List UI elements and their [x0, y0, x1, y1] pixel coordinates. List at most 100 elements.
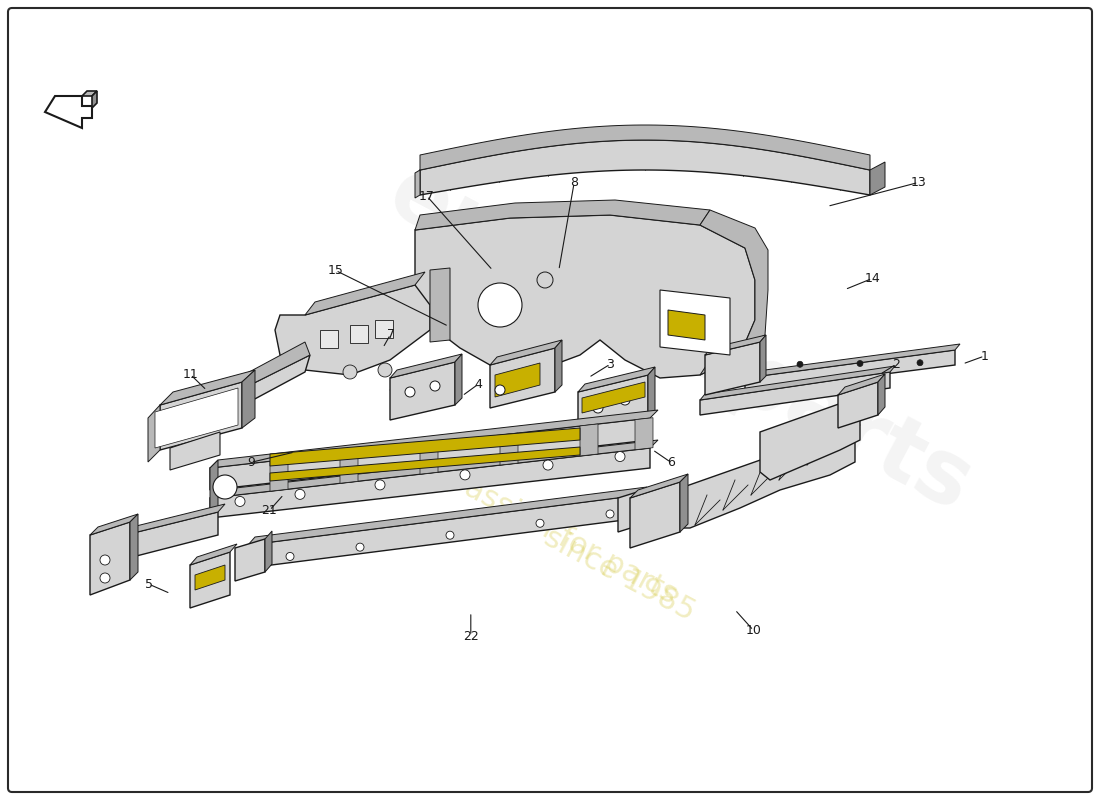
Circle shape — [100, 573, 110, 583]
Circle shape — [615, 451, 625, 462]
Polygon shape — [90, 522, 130, 595]
Polygon shape — [618, 488, 650, 532]
Polygon shape — [248, 487, 647, 545]
Polygon shape — [210, 448, 650, 518]
Text: 22: 22 — [463, 630, 478, 642]
Polygon shape — [490, 340, 562, 365]
Polygon shape — [455, 354, 462, 405]
Polygon shape — [375, 320, 393, 338]
Polygon shape — [745, 344, 960, 378]
Circle shape — [606, 510, 614, 518]
Polygon shape — [190, 552, 230, 608]
Circle shape — [620, 395, 630, 405]
Polygon shape — [210, 418, 650, 490]
Polygon shape — [578, 367, 654, 392]
Text: eurocarparts: eurocarparts — [373, 150, 987, 530]
Circle shape — [343, 365, 358, 379]
Polygon shape — [582, 382, 645, 413]
Text: 8: 8 — [570, 176, 579, 189]
Circle shape — [593, 403, 603, 413]
Polygon shape — [92, 91, 97, 108]
Polygon shape — [430, 268, 450, 342]
Polygon shape — [675, 432, 855, 528]
Circle shape — [460, 470, 470, 480]
Circle shape — [430, 381, 440, 391]
Polygon shape — [420, 140, 870, 195]
Circle shape — [478, 283, 522, 327]
Polygon shape — [578, 375, 648, 436]
Circle shape — [375, 480, 385, 490]
Polygon shape — [745, 350, 955, 392]
Polygon shape — [495, 363, 540, 397]
Polygon shape — [275, 285, 430, 375]
Polygon shape — [90, 514, 138, 535]
Polygon shape — [113, 504, 226, 538]
Circle shape — [295, 490, 305, 499]
Polygon shape — [580, 424, 598, 456]
Polygon shape — [700, 372, 890, 415]
Text: 17: 17 — [419, 190, 435, 202]
Text: 3: 3 — [606, 358, 615, 370]
Text: 6: 6 — [667, 456, 675, 469]
Polygon shape — [210, 440, 658, 498]
Polygon shape — [700, 210, 768, 375]
Polygon shape — [190, 544, 236, 565]
Text: 14: 14 — [865, 272, 880, 285]
Polygon shape — [305, 272, 425, 315]
Polygon shape — [878, 374, 886, 415]
Polygon shape — [668, 310, 705, 340]
Circle shape — [356, 543, 364, 551]
Text: 4: 4 — [474, 378, 483, 390]
Circle shape — [536, 519, 544, 527]
Polygon shape — [350, 325, 368, 343]
Polygon shape — [130, 514, 138, 580]
Polygon shape — [238, 355, 310, 408]
Polygon shape — [320, 330, 338, 348]
Text: 9: 9 — [246, 456, 255, 469]
Polygon shape — [415, 215, 755, 378]
Text: 11: 11 — [183, 368, 198, 381]
Polygon shape — [148, 405, 159, 462]
Polygon shape — [390, 362, 455, 420]
Circle shape — [495, 385, 505, 395]
Text: 5: 5 — [144, 578, 153, 590]
Polygon shape — [705, 335, 766, 355]
Circle shape — [917, 360, 923, 366]
Polygon shape — [270, 447, 580, 481]
Polygon shape — [340, 451, 358, 483]
Circle shape — [537, 272, 553, 288]
Circle shape — [446, 531, 454, 539]
Text: 15: 15 — [328, 264, 343, 277]
Polygon shape — [45, 96, 92, 128]
Polygon shape — [238, 342, 310, 390]
Polygon shape — [838, 382, 878, 428]
Polygon shape — [82, 91, 97, 96]
Polygon shape — [838, 374, 886, 395]
Polygon shape — [415, 200, 710, 230]
Text: 13: 13 — [911, 176, 926, 189]
Polygon shape — [270, 428, 580, 466]
Circle shape — [100, 555, 110, 565]
Text: 10: 10 — [746, 624, 761, 637]
Polygon shape — [113, 512, 218, 562]
Text: 1: 1 — [980, 350, 989, 362]
Polygon shape — [870, 162, 886, 195]
Polygon shape — [760, 400, 860, 480]
Polygon shape — [235, 539, 265, 581]
Polygon shape — [160, 382, 242, 450]
Polygon shape — [210, 410, 658, 468]
Polygon shape — [635, 418, 653, 450]
Polygon shape — [242, 370, 255, 428]
Polygon shape — [680, 474, 688, 532]
Circle shape — [543, 460, 553, 470]
Polygon shape — [248, 495, 640, 568]
Circle shape — [286, 553, 294, 561]
Polygon shape — [630, 474, 688, 498]
Polygon shape — [760, 335, 766, 382]
Polygon shape — [705, 342, 760, 395]
Text: since 1985: since 1985 — [540, 523, 701, 627]
Circle shape — [798, 362, 803, 367]
Text: 2: 2 — [892, 358, 901, 370]
Text: 21: 21 — [262, 504, 277, 517]
Polygon shape — [648, 367, 654, 420]
